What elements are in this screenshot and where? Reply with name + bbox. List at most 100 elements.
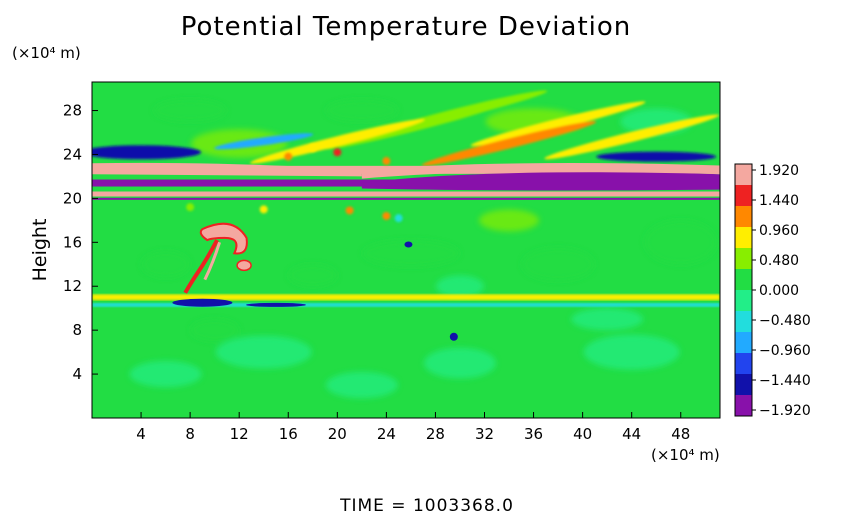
y-tick-label: 16 bbox=[63, 233, 82, 251]
colorbar-label: 1.440 bbox=[759, 193, 799, 209]
plume-stem bbox=[203, 241, 221, 281]
field-blob bbox=[141, 251, 190, 278]
feature-dot bbox=[345, 206, 354, 215]
field-blob bbox=[583, 334, 680, 370]
colorbar-segment bbox=[735, 269, 752, 291]
pink-band bbox=[92, 162, 362, 177]
colorbar-segment bbox=[735, 311, 752, 333]
x-ticks: 4 8 12 16 20 24 28 32 36 40 44 48 bbox=[136, 412, 690, 443]
feature-dot bbox=[284, 152, 293, 161]
warm-streak bbox=[544, 114, 720, 160]
purple-band bbox=[361, 172, 720, 191]
tropopause-features bbox=[186, 143, 403, 223]
x-tick-label: 40 bbox=[573, 425, 592, 443]
cold-patch bbox=[245, 302, 306, 307]
colorbar-segment bbox=[735, 290, 752, 312]
feature-dot bbox=[394, 214, 403, 223]
feature-dot bbox=[308, 143, 317, 152]
field-texture bbox=[129, 99, 717, 399]
y-tick-label: 28 bbox=[63, 102, 82, 120]
colorbar-segment bbox=[735, 227, 752, 249]
colorbar-label: 0.480 bbox=[759, 253, 799, 269]
x-tick-label: 24 bbox=[377, 425, 396, 443]
field-blob bbox=[571, 308, 644, 331]
field-blob bbox=[435, 275, 484, 298]
field-blob bbox=[325, 99, 398, 122]
field-blob bbox=[644, 220, 717, 265]
plot-frame bbox=[91, 81, 721, 419]
cold-streak bbox=[214, 133, 314, 150]
cold-patch bbox=[404, 241, 413, 248]
x-tick-label: 8 bbox=[185, 425, 195, 443]
y-tick-label: 4 bbox=[72, 365, 82, 383]
x-tick-label: 32 bbox=[475, 425, 494, 443]
warm-streak bbox=[372, 90, 548, 136]
x-tick-label: 20 bbox=[328, 425, 347, 443]
heatmap-field bbox=[92, 82, 720, 418]
tropopause-band bbox=[92, 191, 720, 197]
x-tick-label: 44 bbox=[622, 425, 641, 443]
colorbar-segment bbox=[735, 248, 752, 270]
y-tick-label: 24 bbox=[63, 145, 82, 163]
chart-title: Potential Temperature Deviation bbox=[180, 12, 632, 42]
colorbar-segment bbox=[735, 332, 752, 354]
colorbar-label: −0.480 bbox=[759, 313, 811, 329]
cold-streak bbox=[92, 145, 202, 160]
colorbar-segment bbox=[735, 395, 752, 417]
y-ticks: 4 8 12 16 20 24 28 bbox=[63, 102, 98, 383]
cold-patch bbox=[449, 332, 458, 341]
x-tick-label: 12 bbox=[230, 425, 249, 443]
lowlevel-band bbox=[92, 302, 720, 307]
field-blob bbox=[190, 319, 239, 342]
feature-dot bbox=[333, 148, 342, 157]
field-blob bbox=[215, 335, 312, 369]
x-axis-unit: (×10⁴ m) bbox=[651, 446, 720, 464]
plume-blob bbox=[236, 259, 252, 272]
field-blob bbox=[479, 209, 540, 232]
x-tick-label: 36 bbox=[524, 425, 543, 443]
warm-streak bbox=[470, 101, 646, 147]
upper-streaks bbox=[92, 90, 720, 166]
field-blob bbox=[325, 371, 398, 399]
feature-dot bbox=[382, 211, 391, 220]
x-tick-label: 48 bbox=[671, 425, 690, 443]
colorbar-label: 0.000 bbox=[759, 283, 799, 299]
cold-streak bbox=[596, 151, 717, 162]
y-tick-label: 20 bbox=[63, 189, 82, 207]
field-blob bbox=[522, 247, 595, 281]
field-blob bbox=[129, 360, 202, 388]
colorbar-segment bbox=[735, 374, 752, 396]
dark-line bbox=[92, 197, 720, 200]
field-blob bbox=[154, 99, 227, 122]
colorbar-label: −1.920 bbox=[759, 403, 811, 419]
colorbar-label: −1.440 bbox=[759, 373, 811, 389]
x-tick-label: 28 bbox=[426, 425, 445, 443]
y-axis-unit: (×10⁴ m) bbox=[12, 44, 81, 62]
colorbar-label: −0.960 bbox=[759, 343, 811, 359]
x-tick-label: 16 bbox=[279, 425, 298, 443]
feature-dot bbox=[186, 203, 195, 212]
warm-streak bbox=[249, 118, 425, 164]
warm-streak bbox=[421, 121, 597, 166]
colorbar-label: 1.920 bbox=[759, 163, 799, 179]
x-tick-label: 4 bbox=[136, 425, 146, 443]
feature-dot bbox=[259, 205, 268, 214]
pink-band bbox=[361, 162, 720, 179]
colorbar-segment bbox=[735, 206, 752, 228]
colorbar: 1.920 1.440 0.960 0.480 0.000 −0.480 −0.960 −1.… bbox=[734, 163, 811, 419]
colorbar-segment bbox=[735, 185, 752, 207]
feature-dot bbox=[382, 157, 391, 166]
plume-head bbox=[199, 222, 248, 255]
y-tick-label: 12 bbox=[63, 277, 82, 295]
plume-stem bbox=[183, 239, 219, 294]
field-blob bbox=[423, 347, 496, 379]
thermal-plume bbox=[183, 222, 252, 294]
time-label: TIME = 1003368.0 bbox=[340, 496, 514, 516]
colorbar-segment bbox=[735, 353, 752, 375]
colorbar-segment bbox=[735, 164, 752, 186]
colorbar-label: 0.960 bbox=[759, 223, 799, 239]
y-tick-label: 8 bbox=[72, 321, 82, 339]
cold-patch bbox=[172, 298, 233, 307]
lowlevel-band bbox=[92, 294, 720, 301]
